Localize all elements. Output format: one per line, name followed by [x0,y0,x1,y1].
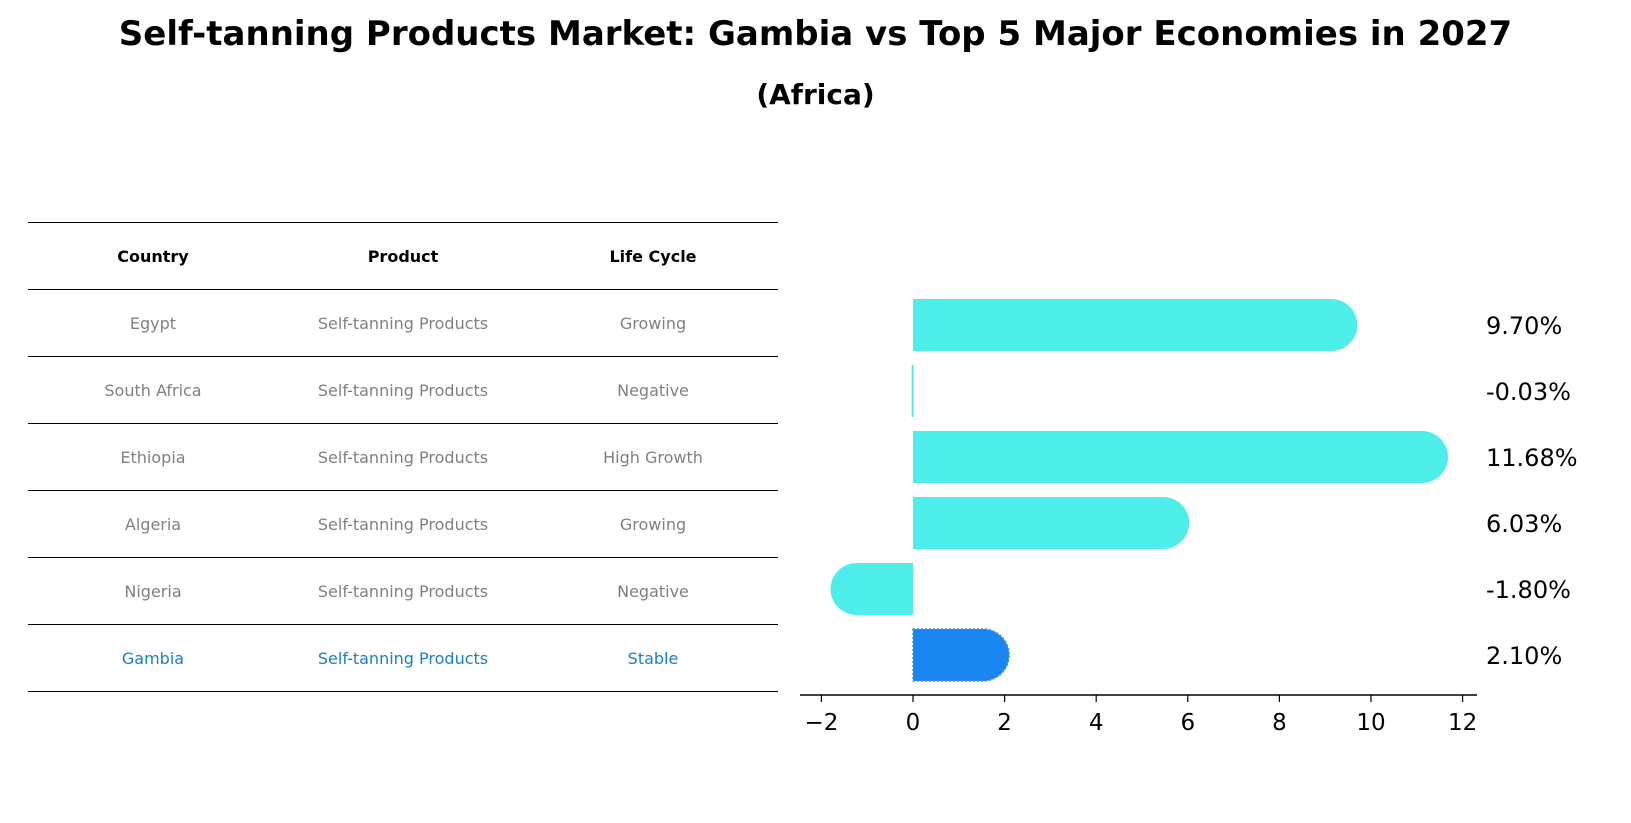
value-label: 9.70% [1486,312,1562,340]
value-label: 11.68% [1486,444,1578,472]
cell-product: Self-tanning Products [317,447,489,467]
cell-country: Algeria [124,514,182,534]
table-row: South Africa Self-tanning Products Negat… [28,356,778,423]
cell-country: Ethiopia [120,447,186,467]
value-label: -1.80% [1486,576,1571,604]
table-row: Algeria Self-tanning Products Growing [28,490,778,557]
cell-product: Self-tanning Products [317,648,489,668]
cell-country: Gambia [121,648,185,668]
table-row: Nigeria Self-tanning Products Negative [28,557,778,624]
cell-life-cycle: High Growth [603,447,703,467]
table-row-highlighted: Gambia Self-tanning Products Stable [28,624,778,692]
x-tick-label: 8 [1272,710,1287,736]
cell-product: Self-tanning Products [317,313,489,333]
header-life-cycle: Life Cycle [609,246,697,266]
country-table: Country Product Life Cycle Egypt Self-ta… [28,222,778,692]
cell-life-cycle: Stable [627,648,679,668]
cell-life-cycle: Negative [617,380,689,400]
bar-ethiopia [913,431,1448,483]
table-header-row: Country Product Life Cycle [28,222,778,289]
x-tick-label: 0 [906,710,921,736]
cell-product: Self-tanning Products [317,581,489,601]
x-tick-label: −2 [804,710,838,736]
cell-product: Self-tanning Products [317,514,489,534]
value-label: 2.10% [1486,642,1562,670]
value-label: 6.03% [1486,510,1562,538]
x-tick-label: 2 [997,710,1012,736]
table-row: Ethiopia Self-tanning Products High Grow… [28,423,778,490]
header-country: Country [117,246,189,266]
cell-country: South Africa [104,380,202,400]
bar-gambia [912,628,1010,682]
cell-product: Self-tanning Products [317,380,489,400]
x-tick-label: 6 [1180,710,1195,736]
value-label: -0.03% [1486,378,1571,406]
cell-life-cycle: Growing [619,313,687,333]
cell-country: Nigeria [124,581,182,601]
x-tick-label: 12 [1448,710,1477,736]
cell-country: Egypt [129,313,177,333]
bar-egypt [913,299,1358,351]
chart-subtitle: (Africa) [756,78,875,111]
bar-nigeria [830,563,913,615]
x-tick-label: 10 [1356,710,1385,736]
cell-life-cycle: Negative [617,581,689,601]
header-product: Product [367,246,439,266]
chart-title: Self-tanning Products Market: Gambia vs … [118,14,1513,54]
bar-south-africa [911,365,914,417]
cell-life-cycle: Growing [619,514,687,534]
bar-algeria [913,497,1190,549]
x-tick-label: 4 [1089,710,1104,736]
table-row: Egypt Self-tanning Products Growing [28,289,778,356]
